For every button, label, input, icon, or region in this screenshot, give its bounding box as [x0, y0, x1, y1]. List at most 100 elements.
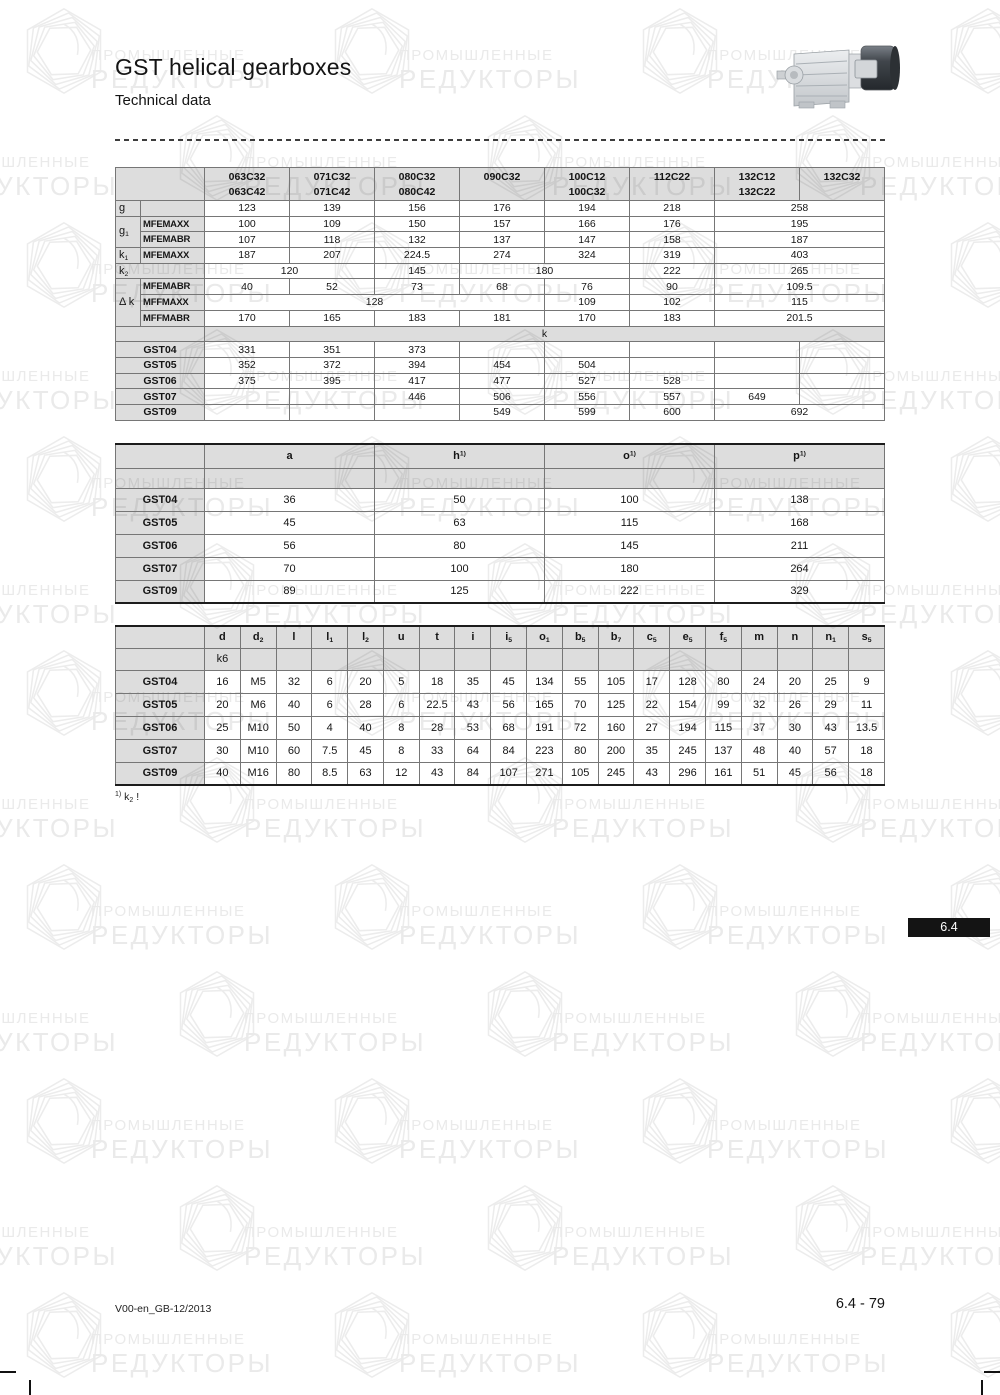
table-cell: 35: [633, 738, 671, 763]
table-cell: 43: [454, 692, 492, 717]
table-cell: 211: [714, 533, 885, 558]
column-header: l2: [347, 625, 384, 649]
housing-dimensions-table: a h1) o1) p1) GST04 36 50 100 138 GST05 45 63 115 168…: [115, 443, 885, 604]
column-header: p1): [714, 443, 885, 469]
table-cell: 72: [561, 715, 599, 740]
column-header: 063C32 063C42: [204, 167, 290, 201]
row-label: MFEMABR: [140, 278, 205, 296]
table-cell: [289, 388, 375, 405]
table-cell: 56: [204, 533, 375, 558]
footnote-text: !: [133, 791, 140, 803]
hexagon-logo-icon: [642, 7, 718, 95]
table-cell: 45: [347, 738, 384, 763]
table-cell: 84: [454, 761, 492, 786]
table-cell: [115, 467, 205, 489]
table-cell: 37: [740, 715, 778, 740]
footnote: 1) k2 !: [115, 791, 139, 804]
table-cell: [289, 403, 375, 421]
table-cell: 187: [204, 247, 290, 264]
table-cell: 27: [633, 715, 671, 740]
row-label: g: [115, 200, 141, 217]
table-cell: 107: [204, 231, 290, 249]
table-cell: 50: [275, 715, 313, 740]
table-cell: 274: [459, 247, 545, 264]
table-cell: 8.5: [311, 761, 349, 786]
gearbox-illustration: [776, 45, 900, 109]
table-cell: 102: [629, 294, 715, 311]
hexagon-logo-icon: [179, 1184, 255, 1272]
hexagon-logo-icon: [642, 1291, 718, 1379]
table-cell: 132: [374, 231, 460, 249]
table-cell: 528: [629, 372, 715, 390]
table-cell: 549: [459, 403, 545, 421]
table-cell: 160: [597, 715, 635, 740]
table-cell: 22: [633, 692, 671, 717]
table-cell: 403: [714, 247, 885, 264]
table-cell: 63: [374, 510, 545, 535]
footer-page-number: 6.4 - 79: [835, 1296, 885, 1312]
table-cell: 207: [289, 247, 375, 264]
table-cell: [629, 341, 715, 358]
column-header: l: [275, 625, 313, 649]
table-cell: 35: [454, 669, 492, 694]
row-label: MFEMAXX: [140, 247, 205, 264]
column-header: f5: [704, 625, 742, 649]
table-cell: 32: [740, 692, 778, 717]
table-cell: 45: [204, 510, 375, 535]
table-cell: 191: [526, 715, 563, 740]
table-cell: 180: [544, 556, 715, 581]
table-cell: 161: [704, 761, 742, 786]
table-cell: [204, 467, 375, 489]
table-cell: 170: [204, 309, 290, 327]
row-label: [140, 200, 205, 217]
crop-mark: [29, 1380, 31, 1395]
dashed-divider: [115, 139, 885, 141]
table-cell: 60: [275, 738, 313, 763]
table-cell: 200: [597, 738, 635, 763]
table-cell: 80: [704, 669, 742, 694]
table-cell: 137: [704, 738, 742, 763]
table-cell: M10: [239, 715, 277, 740]
hexagon-logo-icon: [795, 970, 871, 1058]
column-header: e5: [669, 625, 706, 649]
table-cell: [374, 403, 460, 421]
row-label: k2: [115, 262, 205, 280]
table-cell: [311, 647, 349, 671]
table-cell: 24: [740, 669, 778, 694]
row-label: GST04: [115, 341, 205, 358]
table-cell: [740, 647, 778, 671]
table-cell: 29: [812, 692, 850, 717]
row-label: GST09: [115, 579, 205, 604]
table-cell: [115, 167, 205, 201]
table-cell: [633, 647, 671, 671]
row-label: MFFMABR: [140, 309, 205, 327]
row-label: GST05: [115, 356, 205, 374]
table-cell: 107: [490, 761, 528, 786]
table-cell: 692: [714, 403, 885, 421]
table-cell: 33: [418, 738, 456, 763]
table-cell: 331: [204, 341, 290, 358]
row-label: MFEMAXX: [140, 215, 205, 233]
crop-mark: [984, 1371, 1000, 1373]
hexagon-logo-icon: [642, 863, 718, 951]
table-cell: 194: [669, 715, 706, 740]
hexagon-logo-icon: [334, 7, 410, 95]
table-cell: [204, 388, 290, 405]
table-cell: 68: [459, 278, 545, 296]
table-cell: k: [204, 325, 885, 343]
table-cell: [714, 372, 800, 390]
table-cell: 40: [275, 692, 313, 717]
table-cell: 45: [490, 669, 528, 694]
column-header: 112C22: [629, 167, 715, 201]
table-cell: [714, 356, 800, 374]
table-cell: 150: [374, 215, 460, 233]
